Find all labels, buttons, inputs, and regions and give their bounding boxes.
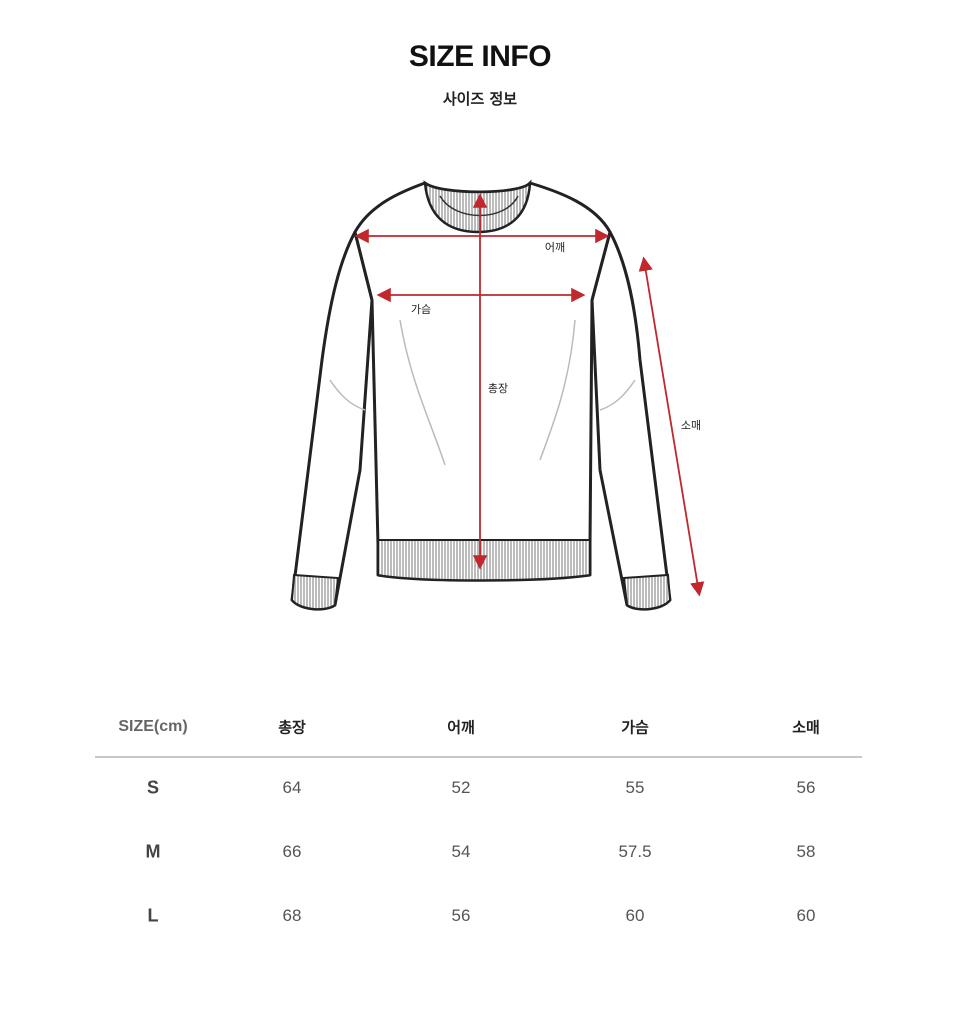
chest-label: 가슴 <box>410 303 432 316</box>
table-header: 소매 <box>792 718 820 737</box>
fold-lines <box>329 319 636 466</box>
page-title: SIZE INFO <box>408 40 552 73</box>
left-cuff <box>290 573 340 611</box>
page-subtitle: 사이즈 정보 <box>442 90 518 108</box>
size-cell: M <box>145 841 161 862</box>
table-cell: 64 <box>282 778 302 797</box>
size-cell: S <box>146 777 160 798</box>
right-cuff <box>622 573 672 611</box>
table-header: 총장 <box>278 718 306 737</box>
table-cell: 60 <box>796 906 816 925</box>
table-header: 어깨 <box>447 718 475 737</box>
length-label: 총장 <box>487 382 509 395</box>
table-cell: 60 <box>625 906 645 925</box>
table-cell: 56 <box>796 778 816 797</box>
sweater-diagram <box>290 179 705 611</box>
hem-rib <box>377 539 591 582</box>
measure-arrows <box>354 193 705 597</box>
table-cell: 52 <box>451 778 471 797</box>
sleeve-arrow <box>638 256 705 597</box>
header-divider <box>95 756 862 758</box>
table-cell: 58 <box>796 842 816 861</box>
table-cell: 55 <box>625 778 645 797</box>
shoulder-label: 어깨 <box>544 241 566 254</box>
table-header: SIZE(cm) <box>118 718 188 735</box>
table-cell: 68 <box>282 906 302 925</box>
size-cell: L <box>147 905 159 926</box>
left-sleeve <box>290 230 374 611</box>
table-cell: 54 <box>451 842 471 861</box>
table-cell: 56 <box>451 906 471 925</box>
sweater-body <box>353 181 612 582</box>
right-sleeve <box>590 230 672 611</box>
table-cell: 66 <box>282 842 302 861</box>
table-cell: 57.5 <box>618 842 652 861</box>
sleeve-label: 소매 <box>680 419 702 432</box>
table-header: 가슴 <box>621 718 649 737</box>
